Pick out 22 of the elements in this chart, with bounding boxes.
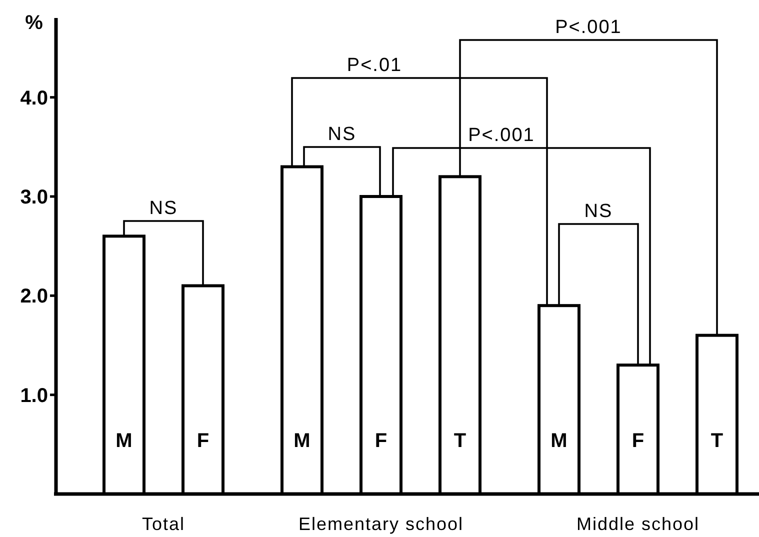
x-tick-label: T — [710, 430, 724, 452]
x-tick-label: F — [632, 430, 644, 452]
x-tick-label: F — [374, 430, 388, 452]
x-tick-label: M — [116, 430, 132, 452]
x-tick-label: M — [294, 430, 310, 452]
y-tick-label: 2.0 — [20, 286, 48, 308]
annotation: NS — [149, 198, 178, 219]
y-tick-label: 1.0 — [20, 384, 48, 407]
annotation: P<.001 — [468, 125, 535, 146]
annotation: NS — [328, 124, 356, 145]
text: Elementary school — [298, 514, 464, 534]
annotation: NS — [584, 201, 613, 222]
text: Middle school — [576, 514, 700, 534]
annotation: P<.001 — [555, 17, 622, 38]
annotation: P<.01 — [346, 55, 402, 76]
y-tick-label: 3.0 — [20, 186, 48, 208]
x-tick-label: M — [550, 430, 568, 452]
x-tick-label: T — [454, 430, 466, 452]
y-axis-title: % — [25, 12, 44, 34]
text: Total — [142, 514, 186, 534]
y-tick-label: 4.0 — [20, 87, 48, 110]
x-tick-label: F — [196, 430, 210, 452]
